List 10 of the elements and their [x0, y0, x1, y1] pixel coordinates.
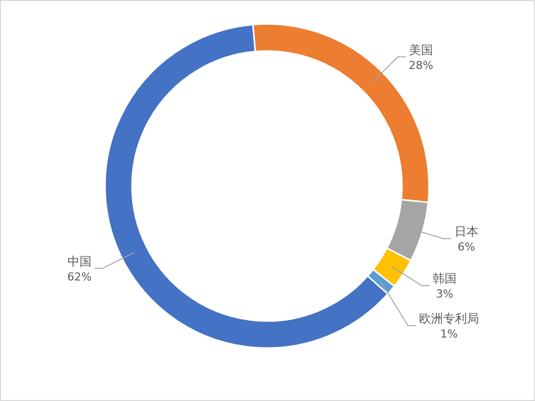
slice-label: 韩国 — [432, 272, 457, 286]
slice-label: 美国 — [409, 42, 434, 57]
data-label: 62% — [67, 270, 92, 284]
data-label: 3% — [436, 288, 454, 301]
slice-label: 欧洲专利局 — [418, 312, 479, 326]
data-label: 28% — [408, 58, 434, 72]
slice-label: 中国 — [67, 254, 92, 268]
data-label: 6% — [458, 240, 476, 254]
slice-label: 日本 — [454, 224, 478, 239]
data-label: 1% — [440, 328, 458, 341]
